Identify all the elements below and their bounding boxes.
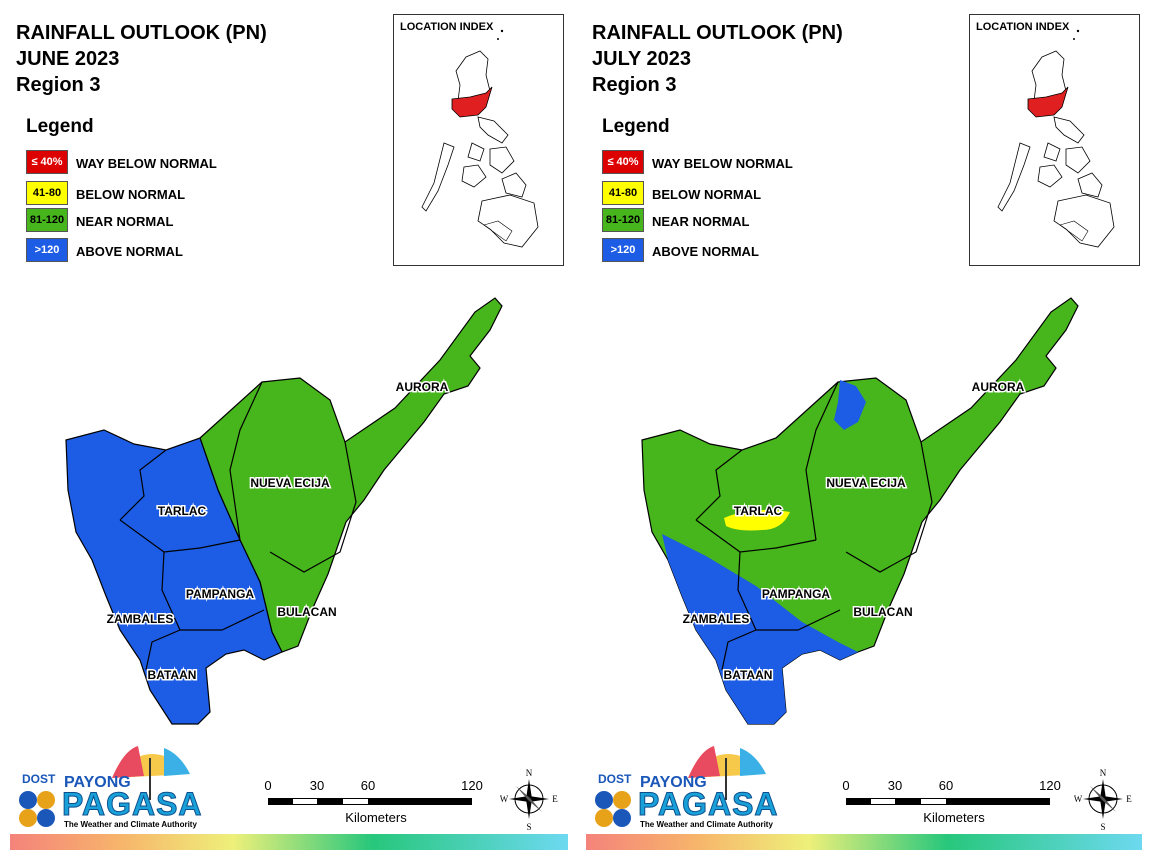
scale-unit: Kilometers bbox=[345, 810, 407, 825]
legend-label: NEAR NORMAL bbox=[652, 214, 750, 229]
province-label-aurora: AURORA bbox=[972, 380, 1025, 394]
province-label-bulacan: BULACAN bbox=[277, 605, 336, 619]
compass-rose: N S E W bbox=[500, 766, 559, 832]
legend-label: BELOW NORMAL bbox=[76, 187, 186, 202]
location-index-box: LOCATION INDEX bbox=[969, 14, 1140, 266]
map-title: RAINFALL OUTLOOK (PN) JUNE 2023 Region 3 bbox=[16, 20, 267, 98]
scale-tick: 0 bbox=[842, 778, 850, 793]
province-label-tarlac: TARLAC bbox=[734, 504, 783, 518]
legend-title: Legend bbox=[26, 116, 94, 137]
compass-e: E bbox=[552, 794, 558, 804]
province-label-bataan: BATAAN bbox=[724, 668, 773, 682]
compass-rose: N S E W bbox=[1074, 766, 1133, 832]
payong-label: PAYONG bbox=[64, 774, 131, 791]
philippines-locator-map bbox=[997, 29, 1115, 248]
scale-bar-graphic bbox=[268, 798, 472, 805]
title-line-3: Region 3 bbox=[16, 74, 101, 96]
legend-swatch: 41-80 bbox=[602, 181, 644, 205]
legend-label: ABOVE NORMAL bbox=[76, 244, 183, 259]
legend-swatch: 41-80 bbox=[26, 181, 68, 205]
title-line-1: RAINFALL OUTLOOK (PN) bbox=[592, 22, 843, 44]
location-index-box: LOCATION INDEX bbox=[393, 14, 564, 266]
color-strip bbox=[10, 834, 568, 850]
location-index-title: LOCATION INDEX bbox=[976, 21, 1070, 33]
legend-swatch: >120 bbox=[602, 238, 644, 262]
color-strip bbox=[586, 834, 1142, 850]
legend-label: NEAR NORMAL bbox=[76, 214, 174, 229]
province-label-nueva-ecija: NUEVA ECIJA bbox=[826, 476, 906, 490]
scale-bar-graphic bbox=[846, 798, 1050, 805]
compass-e: E bbox=[1126, 794, 1132, 804]
tagline: The Weather and Climate Authority bbox=[640, 820, 773, 829]
scale-tick: 60 bbox=[938, 778, 954, 793]
dost-label: DOST bbox=[598, 772, 632, 786]
province-label-pampanga: PAMPANGA bbox=[186, 587, 255, 601]
panel-july: RAINFALL OUTLOOK (PN) JULY 2023 Region 3… bbox=[576, 0, 1152, 864]
legend-title: Legend bbox=[602, 116, 670, 137]
province-label-tarlac: TARLAC bbox=[158, 504, 207, 518]
scale-unit: Kilometers bbox=[923, 810, 985, 825]
title-line-3: Region 3 bbox=[592, 74, 677, 96]
province-label-bulacan: BULACAN bbox=[853, 605, 912, 619]
scale-tick: 30 bbox=[309, 778, 325, 793]
title-line-2: JUNE 2023 bbox=[16, 48, 120, 70]
panel-june: RAINFALL OUTLOOK (PN) JUNE 2023 Region 3… bbox=[10, 14, 568, 850]
compass-s: S bbox=[1100, 822, 1105, 832]
scale-tick: 60 bbox=[360, 778, 376, 793]
pagasa-label: PAGASA bbox=[62, 786, 203, 823]
pagasa-logo: DOST PAYONG PAGASA The Weather and Clima… bbox=[14, 740, 202, 832]
legend-swatch: ≤ 40% bbox=[26, 150, 68, 174]
scale-tick: 0 bbox=[264, 778, 272, 793]
province-label-zambales: ZAMBALES bbox=[107, 612, 174, 626]
province-label-nueva-ecija: NUEVA ECIJA bbox=[250, 476, 330, 490]
philippines-locator-map bbox=[421, 29, 539, 248]
legend-label: WAY BELOW NORMAL bbox=[652, 156, 793, 171]
title-line-1: RAINFALL OUTLOOK (PN) bbox=[16, 22, 267, 44]
legend-label: WAY BELOW NORMAL bbox=[76, 156, 217, 171]
province-label-zambales: ZAMBALES bbox=[683, 612, 750, 626]
scale-tick: 120 bbox=[1039, 778, 1061, 793]
legend-swatch: ≤ 40% bbox=[602, 150, 644, 174]
pagasa-logo: DOST PAYONG PAGASA The Weather and Clima… bbox=[590, 740, 778, 832]
legend-swatch: >120 bbox=[26, 238, 68, 262]
tagline: The Weather and Climate Authority bbox=[64, 820, 197, 829]
province-label-pampanga: PAMPANGA bbox=[762, 587, 831, 601]
scale-bar: 0 30 60 120 Kilometers bbox=[262, 776, 492, 826]
compass-s: S bbox=[526, 822, 531, 832]
map-title: RAINFALL OUTLOOK (PN) JULY 2023 Region 3 bbox=[592, 20, 843, 98]
legend-swatch: 81-120 bbox=[602, 208, 644, 232]
compass-icon: N S E W bbox=[1074, 768, 1133, 832]
province-label-bataan: BATAAN bbox=[148, 668, 197, 682]
scale-tick: 30 bbox=[887, 778, 903, 793]
pagasa-label: PAGASA bbox=[638, 786, 779, 823]
scale-tick: 120 bbox=[461, 778, 483, 793]
compass-icon: N S E W bbox=[500, 768, 559, 832]
legend-label: BELOW NORMAL bbox=[652, 187, 762, 202]
compass-w: W bbox=[500, 794, 509, 804]
umbrella-icon bbox=[19, 746, 190, 827]
compass-w: W bbox=[1074, 794, 1083, 804]
dost-label: DOST bbox=[22, 772, 56, 786]
title-line-2: JULY 2023 bbox=[592, 48, 691, 70]
province-label-aurora: AURORA bbox=[396, 380, 449, 394]
compass-n: N bbox=[1100, 768, 1107, 778]
location-index-title: LOCATION INDEX bbox=[400, 21, 494, 33]
payong-label: PAYONG bbox=[640, 774, 707, 791]
scale-bar: 0 30 60 120 Kilometers bbox=[840, 776, 1070, 826]
compass-n: N bbox=[526, 768, 533, 778]
umbrella-icon bbox=[595, 746, 766, 827]
region3-rainfall-map: AURORA NUEVA ECIJA TARLAC PAMPANGA BULAC… bbox=[65, 297, 503, 725]
legend-swatch: 81-120 bbox=[26, 208, 68, 232]
legend-label: ABOVE NORMAL bbox=[652, 244, 759, 259]
region3-rainfall-map: AURORA NUEVA ECIJA TARLAC PAMPANGA BULAC… bbox=[641, 297, 1079, 725]
